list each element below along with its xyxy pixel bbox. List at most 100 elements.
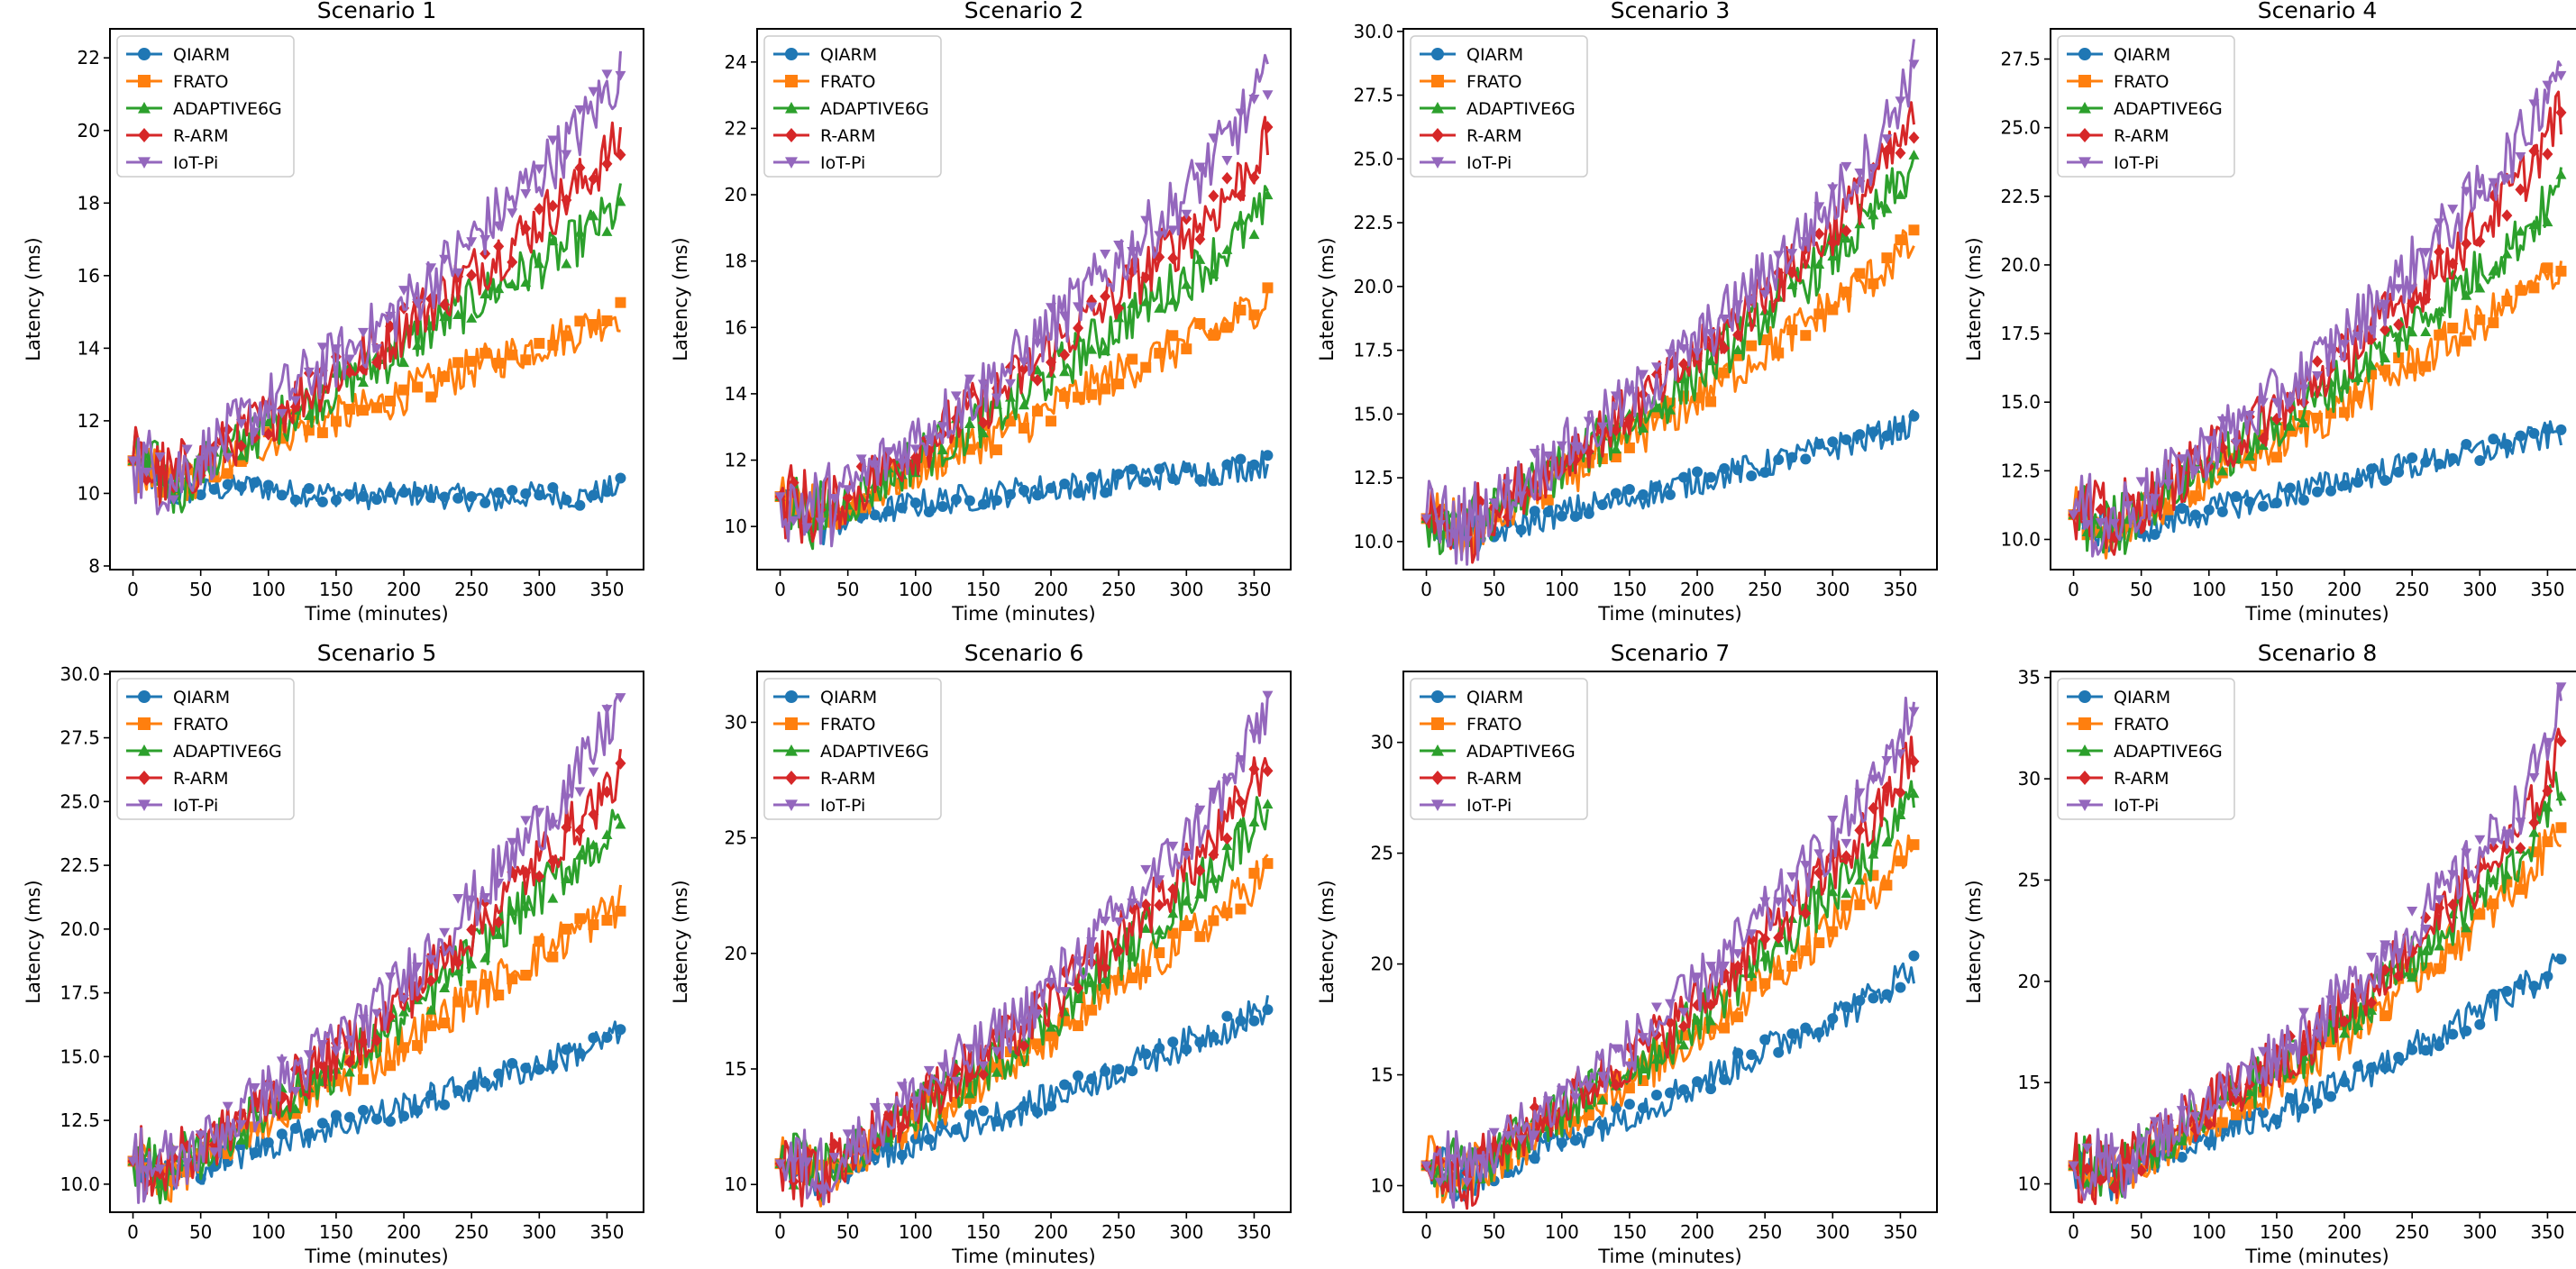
legend-marker-adaptive6g <box>785 744 798 756</box>
data-point-adaptive6g <box>1895 189 1906 199</box>
data-point-qiarm <box>412 1105 424 1117</box>
x-tick-label: 350 <box>2530 579 2564 600</box>
data-point-qiarm <box>1046 1100 1057 1112</box>
data-point-r-arm <box>1100 961 1111 974</box>
y-tick-label: 25 <box>1371 843 1393 864</box>
data-point-iot-pi <box>882 1103 894 1113</box>
data-point-iot-pi <box>398 994 410 1005</box>
data-point-r-arm <box>909 451 921 464</box>
data-point-r-arm <box>1221 171 1233 185</box>
y-axis-label: Latency (ms) <box>1963 880 1985 1003</box>
data-point-r-arm <box>1529 1100 1540 1114</box>
data-point-adaptive6g <box>2407 326 2418 337</box>
data-point-iot-pi <box>1167 841 1179 852</box>
plot-area <box>756 28 1292 571</box>
data-point-r-arm <box>2461 237 2472 251</box>
data-point-frato <box>1073 1020 1084 1032</box>
x-tick-label: 50 <box>836 579 859 600</box>
data-point-qiarm <box>2243 497 2255 508</box>
data-point-qiarm <box>2474 1018 2486 1030</box>
data-point-iot-pi <box>923 1065 935 1076</box>
data-point-iot-pi <box>168 495 179 506</box>
x-tick-label: 0 <box>2068 579 2079 600</box>
data-point-r-arm <box>2555 735 2567 748</box>
data-point-frato <box>601 915 613 927</box>
data-point-qiarm <box>2189 509 2201 521</box>
data-point-adaptive6g <box>1881 203 1893 214</box>
data-point-qiarm <box>316 496 328 507</box>
data-point-qiarm <box>2366 463 2378 475</box>
data-point-adaptive6g <box>2339 379 2351 390</box>
data-point-iot-pi <box>1623 1061 1635 1072</box>
data-point-qiarm <box>950 494 962 506</box>
data-point-qiarm <box>1154 1043 1165 1054</box>
data-point-adaptive6g <box>466 313 478 323</box>
data-point-frato <box>1059 390 1071 402</box>
data-point-frato <box>1773 969 1785 981</box>
data-point-iot-pi <box>2203 435 2215 446</box>
data-point-adaptive6g <box>2501 248 2513 259</box>
x-tick-label: 250 <box>2395 1221 2429 1243</box>
data-point-frato <box>574 315 586 327</box>
data-point-adaptive6g <box>398 1006 410 1017</box>
data-point-iot-pi <box>855 1147 867 1158</box>
data-point-frato <box>1221 322 1233 333</box>
data-point-r-arm <box>601 157 613 170</box>
data-point-iot-pi <box>561 793 572 804</box>
y-tick-label: 27.5 <box>59 727 100 749</box>
data-point-qiarm <box>1665 1087 1676 1099</box>
legend-label-frato: FRATO <box>1466 72 1521 92</box>
chart-scenario-5: Scenario 5 0 50 100 150 200 250 300 350 10.0 12.5 1… <box>23 640 644 1267</box>
data-point-qiarm <box>1502 1166 1513 1178</box>
data-point-iot-pi <box>1046 303 1057 314</box>
x-tick-label: 50 <box>189 579 212 600</box>
data-point-r-arm <box>1073 322 1084 334</box>
data-point-iot-pi <box>1073 956 1084 967</box>
data-point-adaptive6g <box>520 900 532 911</box>
data-point-r-arm <box>343 1055 355 1069</box>
x-tick-label: 150 <box>319 1221 353 1243</box>
data-point-adaptive6g <box>2528 826 2540 837</box>
data-point-frato <box>1032 406 1044 417</box>
data-point-iot-pi <box>276 1056 288 1067</box>
chart-scenario-7: Scenario 7 0 50 100 150 200 250 300 350 10 15 20 25 3… <box>1316 640 1938 1267</box>
data-point-qiarm <box>896 502 908 514</box>
data-point-r-arm <box>1542 1114 1554 1127</box>
legend: QIARM FRATO ADAPTIVE6G R-ARM IoT-Pi <box>116 35 295 178</box>
data-point-frato <box>561 330 572 342</box>
chart-scenario-6: Scenario 6 0 50 100 150 200 250 300 350 10 15 20 25 3… <box>670 640 1292 1267</box>
data-point-adaptive6g <box>1610 443 1621 454</box>
data-point-qiarm <box>1610 488 1621 499</box>
data-point-iot-pi <box>2366 325 2378 336</box>
legend-marker-qiarm <box>1431 48 1444 60</box>
data-point-r-arm <box>2528 816 2540 829</box>
data-point-qiarm <box>452 492 464 504</box>
data-point-frato <box>1032 1038 1044 1050</box>
data-point-frato <box>520 969 532 981</box>
legend-label-qiarm: QIARM <box>173 45 230 65</box>
data-point-qiarm <box>1032 1106 1044 1118</box>
data-point-r-arm <box>154 465 166 479</box>
data-point-r-arm <box>547 854 559 868</box>
data-point-iot-pi <box>1461 1177 1473 1188</box>
data-point-r-arm <box>412 990 424 1003</box>
data-point-iot-pi <box>1692 972 1704 982</box>
data-point-iot-pi <box>1542 1096 1554 1107</box>
data-point-frato <box>493 989 505 1000</box>
data-point-qiarm <box>1542 507 1554 518</box>
data-point-qiarm <box>1719 462 1731 474</box>
data-point-frato <box>2434 329 2445 341</box>
series-group <box>1420 696 1920 1210</box>
data-point-adaptive6g <box>1732 344 1744 355</box>
data-point-qiarm <box>964 1109 975 1121</box>
data-point-r-arm <box>1154 899 1165 912</box>
data-point-frato <box>493 357 505 369</box>
plot-area <box>756 671 1292 1213</box>
data-point-qiarm <box>923 1134 935 1146</box>
data-point-iot-pi <box>2189 466 2201 477</box>
data-point-r-arm <box>588 808 599 821</box>
data-point-iot-pi <box>1140 215 1152 226</box>
data-point-r-arm <box>2555 106 2567 119</box>
x-tick-label: 350 <box>1237 1221 1271 1243</box>
data-point-iot-pi <box>547 135 559 146</box>
